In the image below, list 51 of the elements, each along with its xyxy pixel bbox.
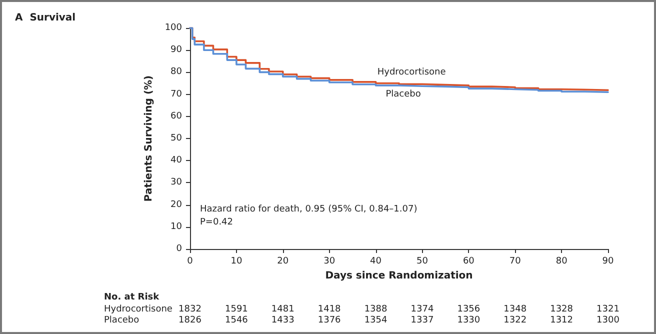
y-tick-label: 100 (164, 23, 182, 33)
text: No. at Risk (104, 292, 160, 302)
text: Hydrocortisone (104, 304, 173, 314)
text: 1433 (271, 316, 294, 326)
text: 1481 (271, 304, 294, 314)
x-tick-label: 10 (230, 256, 242, 266)
text: 1832 (178, 304, 202, 314)
x-tick-label: 70 (509, 256, 522, 266)
text: Placebo (104, 316, 140, 326)
text: 1374 (410, 304, 434, 314)
x-tick-label: 60 (462, 256, 475, 266)
text: 1300 (596, 316, 620, 326)
x-tick-label: 40 (370, 256, 382, 266)
text: 1312 (550, 316, 574, 326)
y-tick-label: 90 (170, 45, 182, 56)
x-axis-title: Days since Randomization (325, 270, 473, 282)
text: 1348 (504, 304, 527, 314)
annotation: Hazard ratio for death, 0.95 (95% CI, 0.84–1.07) (200, 204, 418, 214)
text: 1337 (410, 316, 434, 326)
text: 1322 (504, 316, 527, 326)
y-axis-title: Patients Surviving (%) (143, 75, 154, 202)
text: 1356 (457, 304, 480, 314)
y-tick-label: 30 (170, 178, 182, 188)
text: 1826 (178, 316, 202, 326)
y-tick-label: 40 (170, 156, 182, 166)
text: 1354 (364, 316, 388, 326)
text: 1388 (364, 304, 388, 314)
series-label: Hydrocortisone (377, 68, 446, 78)
x-tick-label: 50 (416, 256, 428, 266)
y-tick-label: 60 (170, 111, 182, 122)
text: 1546 (224, 316, 248, 326)
text: 1418 (318, 304, 342, 314)
x-tick-label: 80 (556, 256, 568, 266)
x-tick-label: 0 (187, 256, 194, 266)
x-tick-label: 30 (324, 256, 336, 266)
y-tick-label: 50 (170, 134, 182, 144)
series-label: Placebo (386, 90, 422, 100)
x-tick-label: 20 (277, 256, 289, 266)
text: 1591 (224, 304, 248, 314)
text: 1328 (550, 304, 574, 314)
text: 1376 (318, 316, 342, 326)
text: 1330 (457, 316, 480, 326)
y-tick-label: 20 (170, 200, 182, 210)
text: A Survival (15, 12, 76, 24)
y-tick-label: 0 (176, 244, 182, 254)
y-tick-label: 80 (170, 67, 182, 78)
x-tick-label: 90 (602, 256, 614, 266)
text: 1321 (596, 304, 620, 314)
y-tick-label: 10 (170, 222, 182, 232)
y-tick-label: 70 (170, 89, 182, 100)
annotation: P=0.42 (200, 218, 234, 228)
